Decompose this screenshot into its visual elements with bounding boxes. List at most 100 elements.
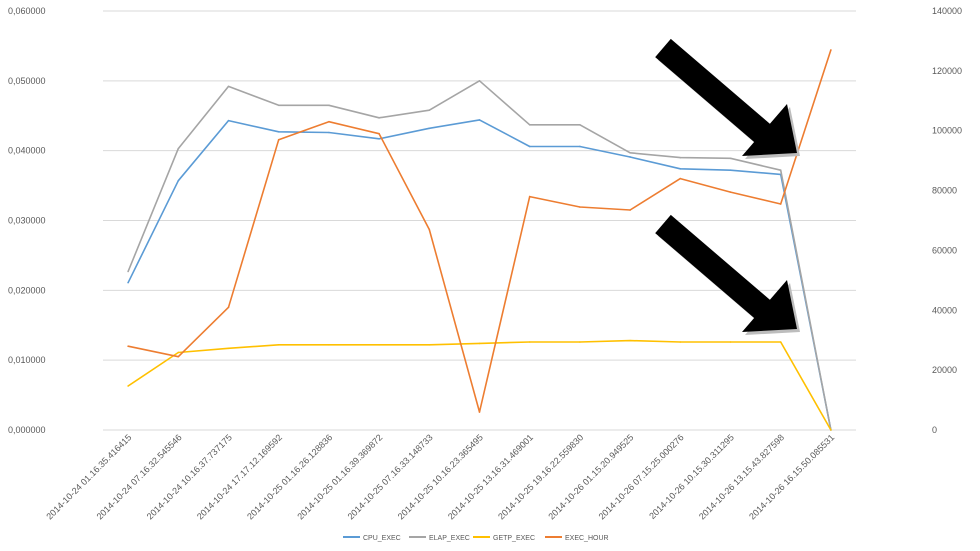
right-axis: 0 20000 40000 60000 80000 100000 120000 140000 bbox=[932, 6, 962, 435]
right-tick-label: 120000 bbox=[932, 66, 962, 76]
legend-label: CPU_EXEC bbox=[363, 535, 401, 542]
left-tick-label: 0,040000 bbox=[8, 146, 46, 156]
data-point bbox=[277, 138, 280, 141]
data-point bbox=[328, 344, 330, 346]
right-tick-label: 0 bbox=[932, 425, 937, 435]
data-point bbox=[428, 344, 431, 346]
data-point bbox=[629, 151, 631, 154]
data-point bbox=[227, 85, 230, 88]
data-point bbox=[579, 206, 581, 208]
data-point bbox=[679, 168, 682, 170]
left-tick-label: 0,000000 bbox=[8, 425, 46, 435]
left-tick-label: 0,050000 bbox=[8, 76, 46, 86]
data-point bbox=[830, 429, 832, 431]
data-point bbox=[478, 411, 481, 413]
left-axis: 0,000000 0,010000 0,020000 0,030000 0,040000… bbox=[8, 6, 46, 435]
x-tick-label: 2014-10-24 10.16.37.737175 bbox=[145, 432, 234, 521]
x-tick-label: 2014-10-24 01.16.35.416415 bbox=[44, 432, 133, 521]
x-tick-label: 2014-10-24 17.17.12.169592 bbox=[195, 432, 284, 521]
data-point bbox=[478, 119, 481, 121]
data-point bbox=[277, 131, 280, 133]
left-tick-label: 0,030000 bbox=[8, 216, 46, 226]
data-point bbox=[378, 132, 380, 135]
data-point bbox=[779, 169, 782, 172]
data-point bbox=[328, 104, 330, 107]
data-point bbox=[378, 137, 380, 140]
right-tick-label: 80000 bbox=[932, 186, 957, 196]
right-tick-label: 40000 bbox=[932, 305, 957, 315]
data-point bbox=[227, 306, 230, 309]
x-tick-label: 2014-10-26 10.15.30.311295 bbox=[647, 432, 736, 521]
data-point bbox=[127, 270, 129, 273]
annotation-arrow-lower bbox=[655, 214, 800, 335]
data-point bbox=[629, 156, 631, 158]
legend: CPU_EXEC ELAP_EXEC GETP_EXEC EXEC_HOUR bbox=[343, 535, 609, 542]
data-point bbox=[679, 341, 682, 343]
data-point bbox=[277, 344, 280, 346]
data-point bbox=[478, 80, 481, 82]
data-point bbox=[127, 385, 129, 387]
data-point bbox=[729, 341, 732, 343]
data-point bbox=[177, 147, 180, 150]
legend-label: ELAP_EXEC bbox=[429, 535, 470, 542]
x-tick-label: 2014-10-25 07.16.33.148733 bbox=[346, 432, 435, 521]
x-tick-label: 2014-10-25 13.16.31.469001 bbox=[446, 432, 535, 521]
data-point bbox=[428, 109, 431, 111]
series-lines bbox=[127, 49, 832, 431]
x-tick-label: 2014-10-25 19.16.22.559830 bbox=[496, 432, 585, 521]
data-point bbox=[428, 127, 431, 130]
data-point bbox=[528, 195, 531, 198]
data-point bbox=[177, 179, 180, 182]
data-point bbox=[428, 228, 431, 231]
data-point bbox=[629, 339, 631, 342]
data-point bbox=[779, 203, 782, 205]
data-point bbox=[177, 351, 180, 354]
data-point bbox=[328, 120, 330, 123]
x-tick-label: 2014-10-24 07.16.32.545546 bbox=[95, 432, 184, 521]
data-point bbox=[277, 104, 280, 107]
data-point bbox=[629, 209, 631, 211]
x-tick-label: 2014-10-26 16.15.50.085531 bbox=[747, 432, 836, 521]
left-tick-label: 0,020000 bbox=[8, 285, 46, 295]
right-tick-label: 140000 bbox=[932, 6, 962, 16]
data-point bbox=[528, 124, 531, 126]
x-tick-label: 2014-10-25 01.16.39.369872 bbox=[295, 432, 384, 521]
data-point bbox=[478, 342, 481, 345]
data-point bbox=[729, 169, 732, 172]
data-point bbox=[528, 145, 531, 148]
left-tick-label: 0,060000 bbox=[8, 6, 46, 16]
x-tick-label: 2014-10-26 07.15.25.000276 bbox=[597, 432, 686, 521]
x-tick-label: 2014-10-25 10.16.23.365495 bbox=[396, 432, 485, 521]
data-point bbox=[579, 145, 581, 148]
data-point bbox=[679, 177, 682, 180]
series-line-elap-exec bbox=[127, 80, 832, 431]
data-point bbox=[227, 347, 230, 350]
data-point bbox=[378, 117, 380, 119]
data-point bbox=[127, 345, 129, 348]
right-tick-label: 60000 bbox=[932, 245, 957, 255]
data-point bbox=[779, 341, 782, 343]
data-point bbox=[328, 131, 330, 134]
gridlines bbox=[103, 10, 856, 431]
data-point bbox=[830, 49, 832, 51]
data-point bbox=[579, 341, 581, 343]
legend-label: EXEC_HOUR bbox=[565, 535, 609, 542]
right-tick-label: 100000 bbox=[932, 126, 962, 136]
data-point bbox=[729, 191, 732, 193]
data-point bbox=[579, 124, 581, 126]
data-point bbox=[729, 157, 732, 160]
annotation-arrow-upper bbox=[655, 38, 800, 159]
x-tick-label: 2014-10-26 13.15.43.827598 bbox=[697, 432, 786, 521]
left-tick-label: 0,010000 bbox=[8, 355, 46, 365]
right-tick-label: 20000 bbox=[932, 365, 957, 375]
data-point bbox=[528, 341, 531, 343]
data-point bbox=[127, 281, 129, 284]
data-point bbox=[227, 119, 230, 122]
data-point bbox=[378, 344, 380, 346]
data-point bbox=[177, 355, 180, 358]
x-tick-label: 2014-10-25 01.16.26.128836 bbox=[245, 432, 334, 521]
series-line-getp-exec bbox=[127, 339, 832, 431]
data-point bbox=[679, 156, 682, 159]
